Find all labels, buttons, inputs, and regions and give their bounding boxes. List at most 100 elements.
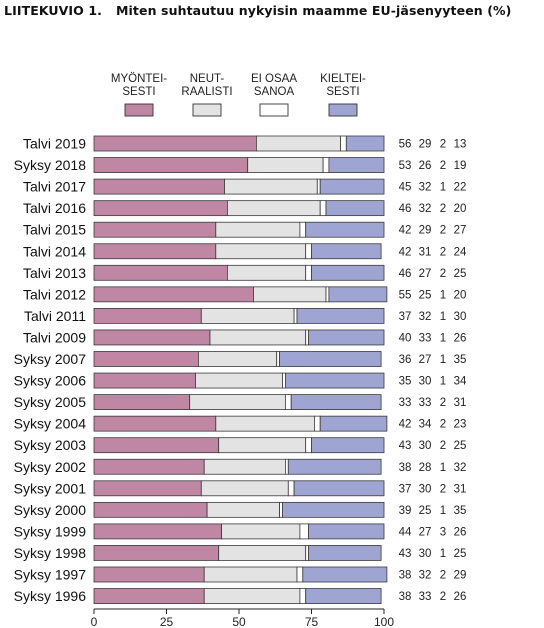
value-label: 25	[419, 289, 432, 301]
value-label: 3	[440, 526, 446, 538]
bar-segment-myontei-sesti	[93, 501, 208, 518]
value-label: 34	[419, 419, 432, 431]
bar-segment-kieltei-sesti	[302, 566, 388, 583]
value-label: 26	[419, 160, 432, 172]
legend-label-line: NEUT-	[190, 73, 225, 85]
bar-segment-myontei-sesti	[93, 157, 249, 173]
bar-segment-kieltei-sesti	[296, 307, 385, 324]
bar-segment-neut-raalisti	[189, 394, 286, 411]
bar-segment-ei-osaa-sanoa	[296, 566, 304, 583]
value-label: 2	[440, 203, 446, 215]
value-label: 30	[419, 376, 432, 388]
bar-segment-ei-osaa-sanoa	[325, 286, 330, 303]
value-label: 13	[454, 139, 467, 151]
value-label: 56	[399, 139, 412, 151]
value-label: 1	[440, 462, 446, 474]
legend-label-line: MYÖNTEI-	[111, 73, 167, 85]
x-tick-label: 100	[374, 615, 394, 628]
category-label: Syksy 2006	[14, 373, 87, 389]
value-label: 35	[454, 354, 467, 366]
bar-segment-kieltei-sesti	[308, 545, 382, 561]
bar-segment-myontei-sesti	[93, 588, 205, 604]
value-label: 32	[454, 462, 467, 474]
page-title: LIITEKUVIO 1. Miten suhtautuu nykyisin ma…	[4, 3, 511, 18]
value-label: 38	[399, 570, 412, 582]
bar-segment-myontei-sesti	[93, 437, 220, 454]
bar-segment-neut-raalisti	[253, 286, 327, 303]
category-label: Syksy 1996	[14, 588, 87, 604]
bar-segment-ei-osaa-sanoa	[284, 394, 292, 411]
bar-segment-myontei-sesti	[93, 243, 217, 260]
bar-segment-neut-raalisti	[215, 221, 301, 238]
bar-segment-neut-raalisti	[224, 178, 318, 195]
value-label: 30	[419, 548, 432, 560]
category-label: Syksy 1998	[14, 545, 87, 561]
bar-segment-myontei-sesti	[93, 415, 217, 432]
value-label: 19	[454, 160, 467, 172]
legend-label-line: SESTI	[122, 86, 155, 98]
category-label: Syksy 2018	[14, 157, 87, 173]
value-label: 32	[419, 311, 432, 323]
value-label: 30	[419, 483, 432, 495]
bar-segment-kieltei-sesti	[308, 523, 385, 540]
bar-segment-ei-osaa-sanoa	[284, 458, 289, 475]
value-label: 32	[419, 182, 432, 194]
bar-segment-kieltei-sesti	[284, 372, 385, 389]
bar-segment-kieltei-sesti	[319, 178, 385, 195]
value-label: 2	[440, 160, 446, 172]
category-label: Talvi 2013	[23, 265, 86, 281]
value-label: 43	[399, 440, 412, 452]
category-label: Syksy 1997	[14, 567, 87, 583]
value-label: 45	[399, 182, 412, 194]
value-label: 26	[454, 526, 467, 538]
bar-segment-neut-raalisti	[255, 135, 341, 152]
value-label: 31	[454, 483, 467, 495]
value-label: 53	[399, 160, 412, 172]
value-label: 40	[399, 332, 412, 344]
bar-segment-neut-raalisti	[221, 523, 301, 540]
bar-segment-kieltei-sesti	[345, 135, 385, 152]
bar-segment-neut-raalisti	[200, 307, 295, 324]
category-labels: Talvi 2019 Syksy 2018 Talvi 2017 Talvi 2016…	[14, 136, 87, 605]
value-label: 55	[399, 289, 412, 301]
bar-segment-myontei-sesti	[93, 135, 257, 152]
bar-segment-kieltei-sesti	[287, 458, 382, 475]
value-label: 26	[454, 591, 467, 603]
bar-segment-myontei-sesti	[93, 307, 202, 324]
value-label: 1	[440, 376, 446, 388]
legend-label-line: SANOA	[254, 86, 295, 98]
bar-segment-myontei-sesti	[93, 566, 205, 583]
figure-title: Miten suhtautuu nykyisin maamme EU-jäsen…	[116, 3, 512, 18]
value-label: 42	[399, 225, 412, 237]
legend-label-line: RAALISTI	[181, 86, 232, 98]
bar-segment-kieltei-sesti	[311, 264, 385, 281]
value-label: 35	[454, 505, 467, 517]
value-label: 2	[440, 570, 446, 582]
bar-segment-myontei-sesti	[93, 351, 199, 367]
value-label: 23	[454, 419, 467, 431]
value-label: 1	[440, 332, 446, 344]
category-label: Syksy 1999	[14, 523, 87, 539]
bar-segment-neut-raalisti	[218, 545, 307, 561]
value-label: 1	[440, 182, 446, 194]
bar-segment-ei-osaa-sanoa	[313, 415, 321, 432]
category-label: Talvi 2017	[23, 179, 86, 195]
value-label: 37	[399, 311, 412, 323]
value-label: 1	[440, 505, 446, 517]
category-label: Syksy 2004	[14, 416, 87, 432]
bar-segment-kieltei-sesti	[293, 480, 385, 497]
bar-segment-ei-osaa-sanoa	[299, 588, 307, 604]
value-label: 32	[419, 570, 432, 582]
category-label: Talvi 2011	[24, 308, 86, 324]
category-label: Talvi 2009	[23, 329, 86, 345]
value-label: 2	[440, 591, 446, 603]
legend-swatch	[124, 103, 154, 117]
bar-segment-neut-raalisti	[215, 243, 307, 260]
category-label: Syksy 2001	[14, 480, 87, 496]
bar-segment-kieltei-sesti	[319, 415, 388, 432]
value-label: 27	[419, 526, 432, 538]
value-label: 25	[454, 268, 467, 280]
